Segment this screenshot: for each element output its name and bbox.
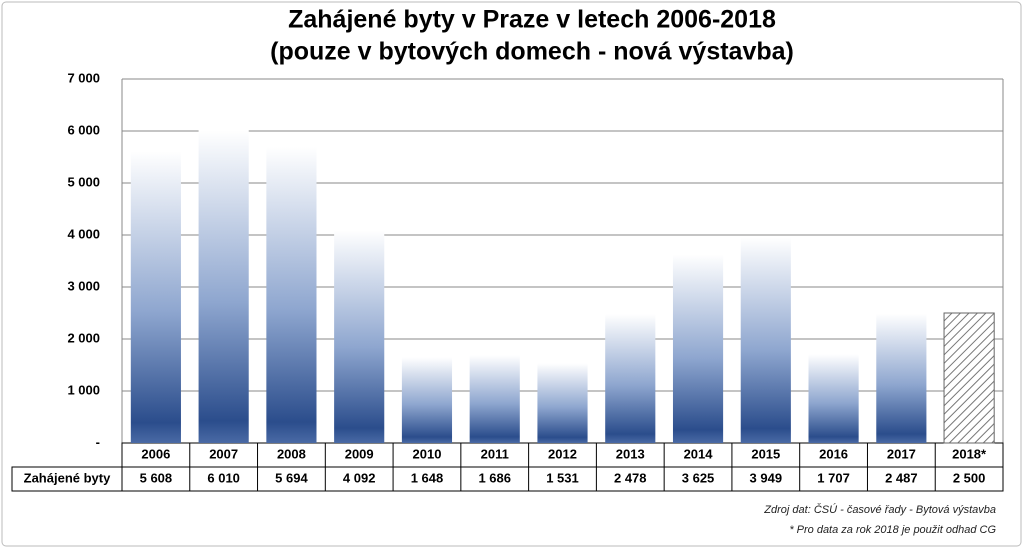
x-tick-label: 2012 <box>548 446 577 461</box>
x-tick-label: 2010 <box>413 446 442 461</box>
value-label: 3 625 <box>682 470 715 485</box>
x-tick-label: 2011 <box>481 446 509 461</box>
bar <box>672 254 724 443</box>
value-label: 5 694 <box>275 470 308 485</box>
y-tick-label: 1 000 <box>67 382 100 397</box>
x-tick-label: 2006 <box>141 446 170 461</box>
bar <box>876 313 927 443</box>
source-note: Zdroj dat: ČSÚ - časové řady - Bytová vý… <box>763 503 996 516</box>
y-tick-label: 7 000 <box>67 70 100 85</box>
value-label: 1 707 <box>817 470 850 485</box>
x-tick-label: 2013 <box>616 446 645 461</box>
bar <box>605 314 656 443</box>
x-tick-label: 2017 <box>887 446 916 461</box>
bar <box>198 130 249 444</box>
estimate-note: * Pro data za rok 2018 je použit odhad C… <box>789 524 996 536</box>
x-tick-label: 2008 <box>277 446 306 461</box>
value-label: 1 531 <box>546 470 579 485</box>
bar <box>401 357 453 443</box>
value-label: 5 608 <box>140 470 173 485</box>
bar <box>808 354 859 443</box>
x-tick-label: 2016 <box>819 446 848 461</box>
x-tick-label: 2014 <box>684 446 714 461</box>
value-label: 2 500 <box>953 470 986 485</box>
bar <box>266 146 317 444</box>
value-label: 2 487 <box>885 470 918 485</box>
value-label: 4 092 <box>343 470 376 485</box>
y-tick-label: 3 000 <box>67 278 100 293</box>
legend-label: Zahájené byty <box>24 470 111 485</box>
x-tick-label: 2009 <box>345 446 374 461</box>
bar <box>130 151 181 443</box>
x-tick-label: 2007 <box>209 446 238 461</box>
bar <box>537 363 588 443</box>
y-tick-label: 6 000 <box>67 122 100 137</box>
y-tick-label: - <box>96 434 100 449</box>
chart-subtitle: (pouze v bytových domech - nová výstavba… <box>270 38 794 66</box>
value-label: 1 648 <box>411 470 444 485</box>
bar <box>740 237 791 443</box>
value-label: 3 949 <box>750 470 783 485</box>
value-label: 1 686 <box>478 470 511 485</box>
value-label: 2 478 <box>614 470 647 485</box>
value-label: 6 010 <box>207 470 240 485</box>
y-tick-label: 5 000 <box>67 174 100 189</box>
bar <box>943 312 995 444</box>
bar <box>469 355 520 443</box>
bar <box>334 230 385 443</box>
x-tick-label: 2018* <box>952 446 987 461</box>
table-border <box>11 466 123 492</box>
y-tick-label: 2 000 <box>67 330 100 345</box>
y-tick-label: 4 000 <box>67 226 100 241</box>
chart-title: Zahájené byty v Praze v letech 2006-2018 <box>288 6 776 34</box>
x-tick-label: 2015 <box>751 446 780 461</box>
